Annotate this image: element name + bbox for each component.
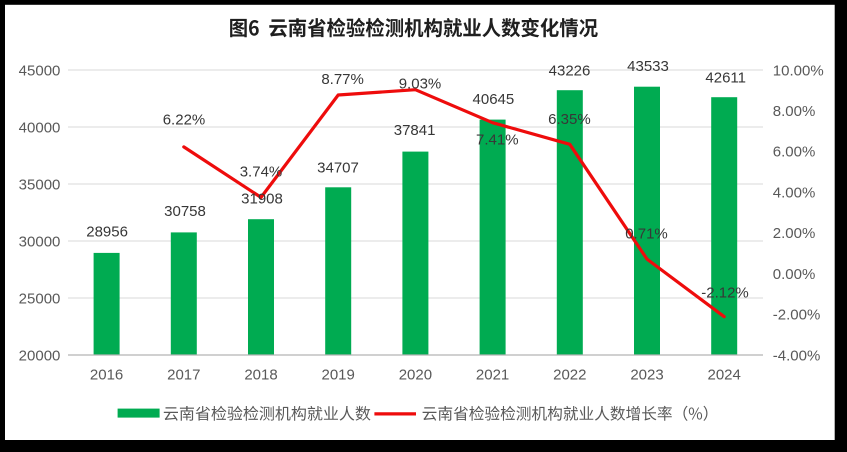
svg-text:30758: 30758	[164, 203, 206, 220]
svg-text:28956: 28956	[86, 223, 128, 240]
svg-text:8.00%: 8.00%	[773, 103, 816, 120]
svg-text:2022: 2022	[553, 366, 586, 383]
svg-text:9.03%: 9.03%	[399, 76, 442, 93]
svg-text:2.00%: 2.00%	[773, 225, 816, 242]
svg-text:7.41%: 7.41%	[476, 131, 519, 148]
svg-text:2017: 2017	[167, 366, 200, 383]
svg-text:2016: 2016	[90, 366, 123, 383]
svg-text:43226: 43226	[549, 62, 591, 79]
svg-text:0.71%: 0.71%	[625, 225, 668, 242]
svg-text:43533: 43533	[627, 58, 669, 75]
svg-text:6.00%: 6.00%	[773, 144, 816, 161]
svg-text:30000: 30000	[19, 233, 61, 250]
svg-text:4.00%: 4.00%	[773, 184, 816, 201]
svg-text:31908: 31908	[241, 190, 283, 207]
svg-text:-2.00%: -2.00%	[773, 307, 821, 324]
svg-text:40000: 40000	[19, 119, 61, 136]
svg-text:34707: 34707	[317, 159, 359, 176]
svg-text:20000: 20000	[19, 347, 61, 364]
svg-text:2019: 2019	[322, 366, 355, 383]
svg-text:6.35%: 6.35%	[548, 111, 591, 128]
svg-text:3.74%: 3.74%	[240, 163, 283, 180]
svg-text:45000: 45000	[19, 62, 61, 79]
svg-text:8.77%: 8.77%	[321, 71, 364, 88]
svg-text:40645: 40645	[473, 91, 515, 108]
svg-text:2021: 2021	[476, 366, 509, 383]
svg-text:2020: 2020	[399, 366, 432, 383]
svg-text:37841: 37841	[394, 122, 436, 139]
svg-text:2024: 2024	[708, 366, 741, 383]
svg-text:-4.00%: -4.00%	[773, 347, 821, 364]
svg-text:6.22%: 6.22%	[163, 111, 206, 128]
svg-text:35000: 35000	[19, 176, 61, 193]
svg-text:0.00%: 0.00%	[773, 266, 816, 283]
svg-text:25000: 25000	[19, 290, 61, 307]
svg-text:10.00%: 10.00%	[773, 62, 824, 79]
svg-text:-2.12%: -2.12%	[701, 285, 749, 302]
svg-text:2018: 2018	[244, 366, 277, 383]
svg-text:42611: 42611	[705, 70, 746, 87]
svg-text:2023: 2023	[630, 366, 663, 383]
